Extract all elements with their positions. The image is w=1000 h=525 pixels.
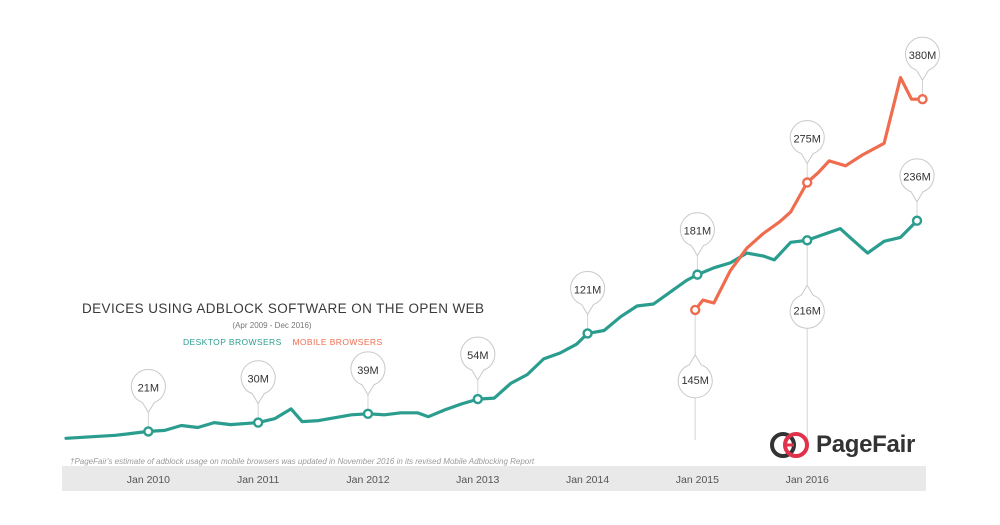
annotation-label: 121M	[574, 284, 602, 296]
x-axis-band	[62, 466, 926, 491]
annotation-label: 30M	[247, 374, 268, 386]
logo-text: PageFair	[816, 431, 915, 458]
data-point-marker	[472, 393, 483, 405]
chart-legend: DESKTOP BROWSERS MOBILE BROWSERS	[183, 337, 391, 347]
x-tick-label: Jan 2011	[237, 474, 280, 486]
annotation-label: 39M	[357, 365, 378, 377]
x-tick-label: Jan 2012	[346, 474, 389, 486]
annotation-label: 145M	[681, 375, 709, 387]
data-point-marker	[362, 408, 374, 419]
annotation-bubble	[350, 351, 386, 396]
data-point-marker	[143, 426, 154, 437]
data-point-marker	[582, 328, 593, 339]
annotation-label: 54M	[467, 350, 488, 362]
x-tick-label: Jan 2013	[456, 474, 499, 486]
annotation-label: 236M	[903, 172, 931, 184]
x-tick-label: Jan 2014	[566, 474, 609, 486]
x-tick-label: Jan 2015	[676, 474, 719, 486]
data-point-marker	[802, 177, 813, 188]
data-point-marker	[690, 304, 701, 316]
annotation-bubble	[460, 336, 496, 382]
annotation-bubble	[789, 120, 825, 165]
x-tick-label: Jan 2010	[127, 474, 170, 486]
annotation-bubble	[130, 369, 166, 414]
annotation-label: 275M	[793, 134, 821, 146]
pagefair-logo-icon	[770, 432, 809, 458]
annotation-label: 380M	[909, 50, 937, 62]
annotation-bubble	[789, 284, 825, 329]
data-point-marker	[252, 417, 264, 428]
footnote: †PageFair's estimate of adblock usage on…	[70, 457, 535, 466]
data-point-marker	[917, 93, 928, 105]
annotation-bubble	[570, 271, 606, 316]
annotation-bubble	[240, 360, 276, 405]
legend-desktop: DESKTOP BROWSERS	[183, 337, 282, 347]
series-line-mobile	[693, 75, 925, 312]
annotation-bubble	[679, 212, 715, 257]
data-point-marker	[911, 215, 923, 226]
series-line-desktop	[64, 219, 919, 440]
chart-title: DEVICES USING ADBLOCK SOFTWARE ON THE OP…	[82, 301, 485, 316]
pagefair-logo: PageFair	[768, 430, 915, 460]
annotation-bubble	[677, 353, 713, 399]
legend-mobile: MOBILE BROWSERS	[292, 337, 383, 347]
annotation-label: 21M	[138, 382, 159, 394]
annotation-bubble	[899, 158, 935, 203]
annotation-bubble	[905, 36, 941, 82]
x-tick-label: Jan 2016	[786, 474, 829, 486]
chart-subtitle: (Apr 2009 - Dec 2016)	[232, 321, 312, 330]
data-point-marker	[692, 269, 703, 280]
annotation-label: 216M	[793, 305, 821, 317]
data-point-marker	[802, 235, 813, 246]
annotation-label: 181M	[684, 226, 712, 238]
